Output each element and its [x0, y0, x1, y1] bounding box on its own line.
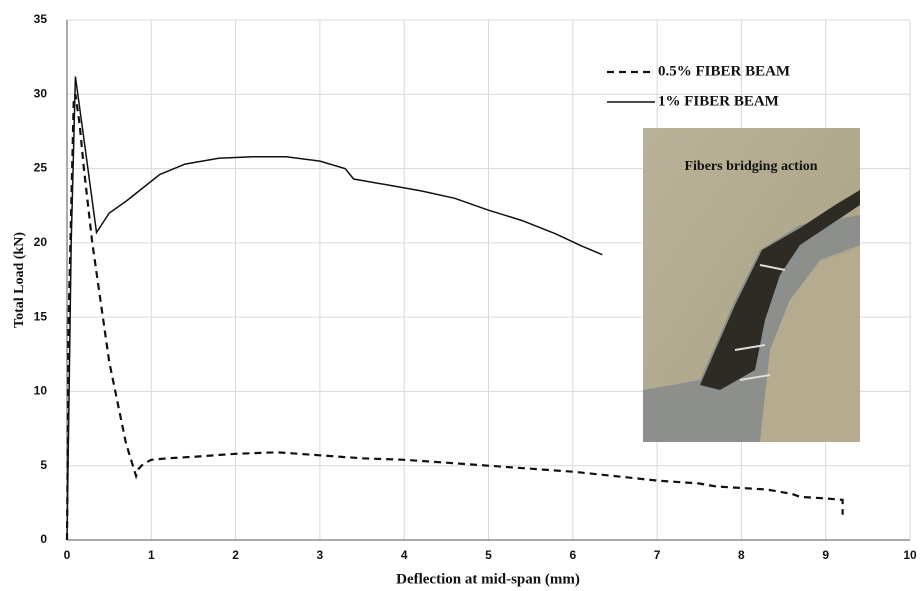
x-tick-label: 6 [569, 548, 576, 562]
x-tick-label: 9 [822, 548, 829, 562]
x-tick-label: 10 [903, 548, 917, 562]
x-tick-label: 3 [317, 548, 324, 562]
page: Fibers bridging action Deflection at mid… [0, 0, 921, 591]
y-axis-label: Total Load (kN) [12, 232, 27, 328]
legend-label: 1% FIBER BEAM [658, 93, 779, 109]
y-tick-label: 30 [34, 86, 48, 100]
x-tick-label: 1 [148, 548, 155, 562]
x-tick-label: 4 [401, 548, 408, 562]
y-tick-label: 5 [40, 458, 47, 472]
annotation: Fibers bridging action [684, 159, 817, 174]
x-tick-label: 8 [738, 548, 745, 562]
y-tick-label: 0 [40, 532, 47, 546]
x-tick-label: 0 [64, 548, 71, 562]
photo-inset [643, 128, 860, 442]
x-tick-label: 7 [654, 548, 661, 562]
series-line [67, 77, 602, 541]
y-tick-label: 20 [34, 235, 48, 249]
x-tick-label: 5 [485, 548, 492, 562]
y-tick-label: 25 [34, 161, 48, 175]
y-tick-label: 15 [34, 309, 48, 323]
legend-label: 0.5% FIBER BEAM [658, 63, 790, 79]
x-tick-label: 2 [232, 548, 239, 562]
y-tick-label: 10 [34, 384, 48, 398]
chart: Fibers bridging action Deflection at mid… [0, 0, 921, 591]
y-tick-label: 35 [34, 12, 48, 26]
x-axis-label: Deflection at mid-span (mm) [396, 571, 580, 587]
